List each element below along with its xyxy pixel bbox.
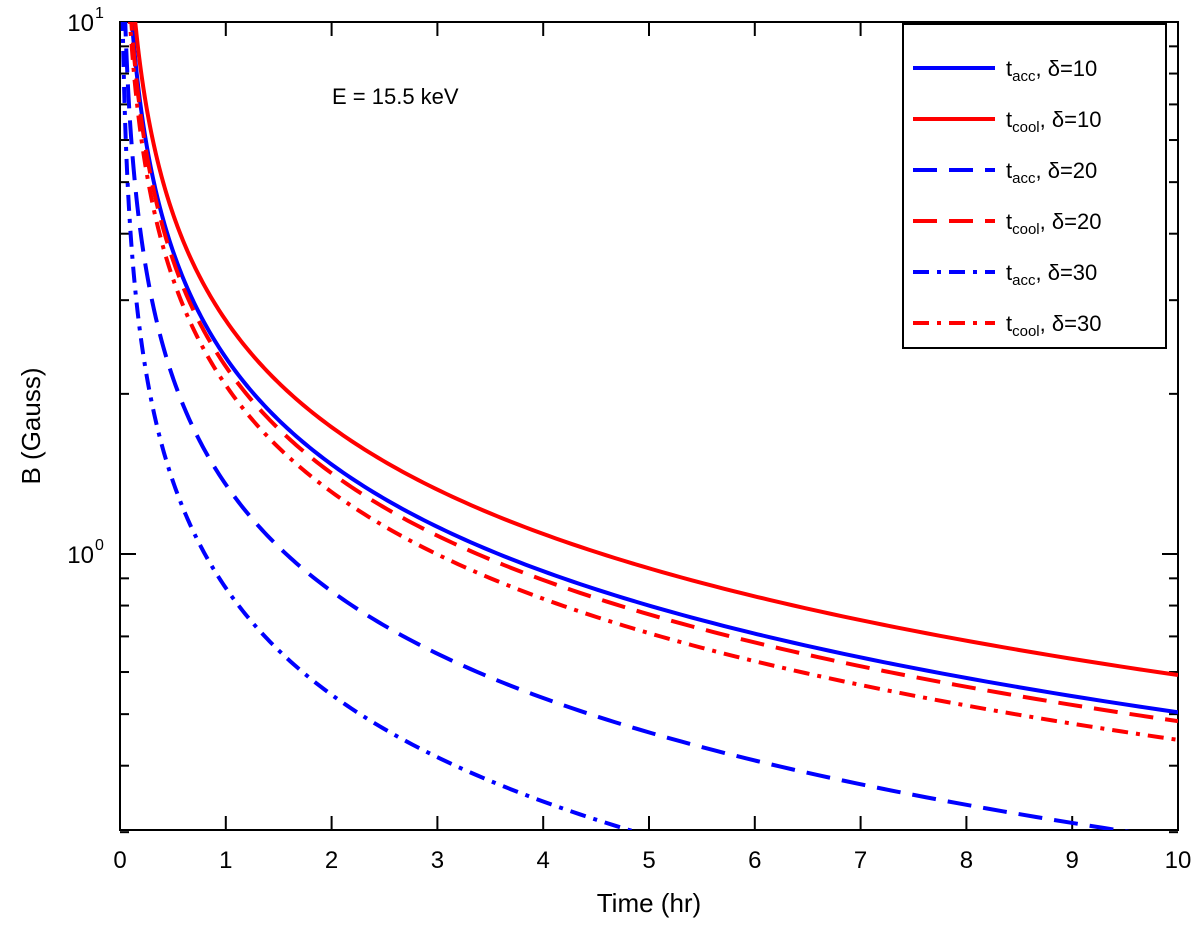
- x-tick-label: 3: [431, 847, 444, 874]
- y-tick-label-exponent: 1: [95, 5, 104, 22]
- axis-ticks: [119, 21, 1179, 834]
- series-line: [123, 22, 1131, 830]
- y-tick-label-base: 10: [67, 10, 94, 37]
- legend: tacc, δ=10 tcool, δ=10 tacc, δ=20 tcool, δ=…: [902, 23, 1167, 349]
- x-tick-label: 5: [642, 847, 655, 874]
- x-tick-label: 8: [960, 847, 973, 874]
- legend-label: tacc, δ=10: [1006, 56, 1097, 85]
- x-tick-label: 9: [1066, 847, 1079, 874]
- x-axis-label: Time (hr): [597, 888, 701, 918]
- y-tick-label-base: 10: [67, 542, 94, 569]
- x-tick-label: 7: [854, 847, 867, 874]
- x-tick-labels: 0 1 2 3 4 5 6 7 8 9 10: [113, 847, 1191, 874]
- x-tick-label: 10: [1165, 847, 1192, 874]
- series-line: [120, 22, 637, 830]
- x-tick-label: 1: [219, 847, 232, 874]
- series-line: [129, 22, 1178, 724]
- series-line: [128, 22, 1178, 742]
- x-tick-label: 2: [325, 847, 338, 874]
- series-line: [133, 22, 1178, 678]
- legend-label: tacc, δ=20: [1006, 158, 1097, 187]
- legend-label: tcool, δ=10: [1006, 107, 1101, 136]
- y-tick-label-exponent: 0: [95, 537, 104, 554]
- legend-label: tcool, δ=30: [1006, 311, 1101, 340]
- data-curves: [120, 22, 1178, 830]
- energy-annotation: E = 15.5 keV: [332, 84, 459, 109]
- x-tick-label: 4: [537, 847, 550, 874]
- legend-label: tcool, δ=20: [1006, 209, 1101, 238]
- x-tick-label: 6: [748, 847, 761, 874]
- y-axis-label: B (Gauss): [16, 367, 46, 484]
- x-tick-label: 0: [113, 847, 126, 874]
- legend-label: tacc, δ=30: [1006, 260, 1097, 289]
- legend-box: [902, 23, 1167, 349]
